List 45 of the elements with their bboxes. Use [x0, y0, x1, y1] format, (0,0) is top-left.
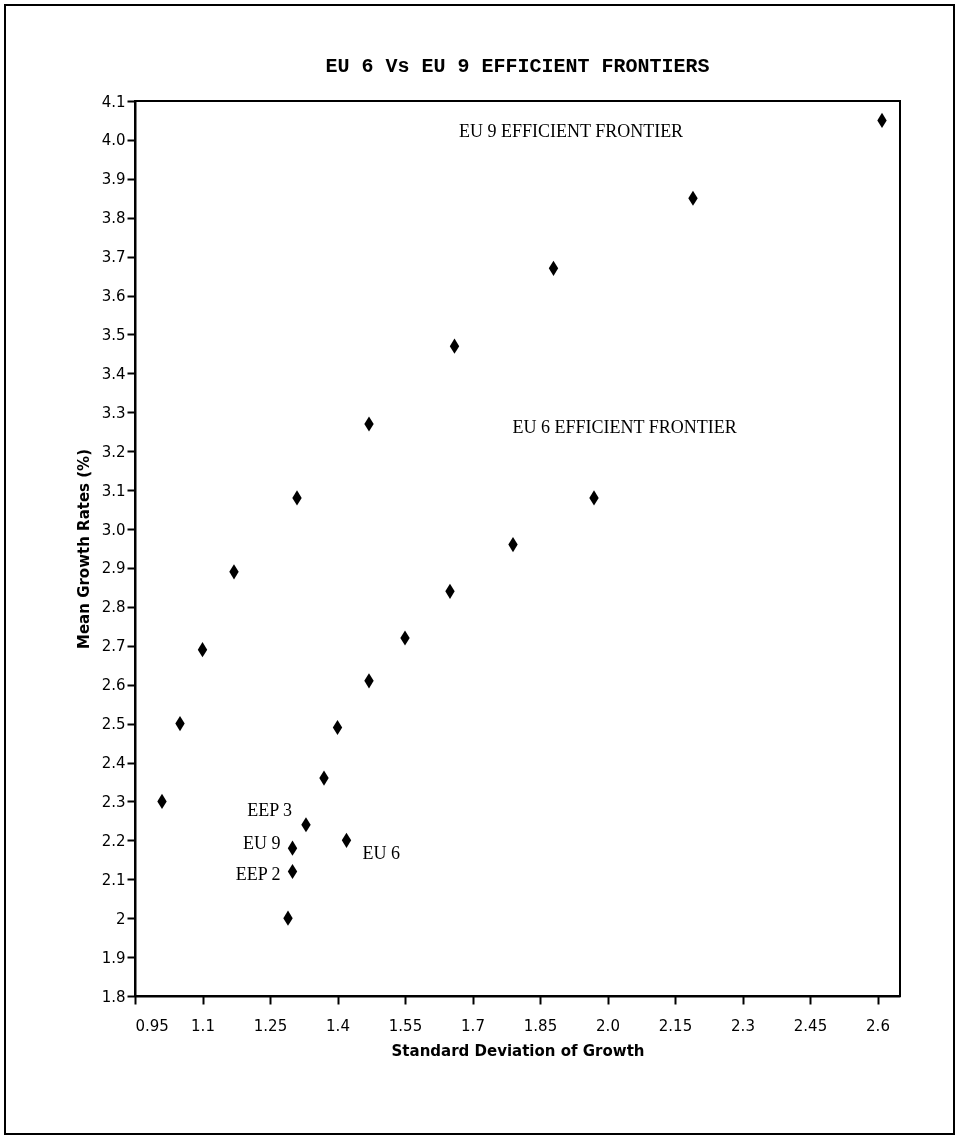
x-tick-label: 2.45	[793, 1016, 828, 1035]
y-tick-label: 3.5	[101, 325, 126, 344]
y-tick-label: 3.3	[101, 403, 126, 422]
y-tick-label: 2.5	[101, 715, 126, 734]
x-tick-label: 2.6	[866, 1016, 890, 1035]
y-tick-label: 3.1	[101, 481, 126, 500]
y-tick-label: 2.7	[101, 637, 126, 656]
x-tick-label: 1.7	[461, 1016, 485, 1035]
annotation: EU 6	[362, 843, 400, 864]
x-tick-label: 2.15	[658, 1016, 693, 1035]
y-tick-label: 3.7	[101, 248, 126, 267]
x-tick-label: 2.3	[731, 1016, 755, 1035]
y-tick-label: 2	[115, 909, 126, 928]
annotation: EU 9 EFFICIENT FRONTIER	[458, 121, 684, 142]
y-tick-label: 2.8	[101, 598, 126, 617]
y-tick-label: 3.9	[101, 170, 126, 189]
y-tick-label: 1.9	[101, 948, 126, 967]
y-tick-label: 2.9	[101, 559, 126, 578]
y-tick-label: 1.8	[101, 987, 126, 1006]
x-tick-label: 1.55	[388, 1016, 423, 1035]
annotation: EEP 2	[235, 864, 281, 885]
x-tick-label: 1.4	[326, 1016, 350, 1035]
y-tick-label: 3.8	[101, 209, 126, 228]
y-tick-label: 4.1	[101, 92, 126, 111]
y-tick-label: 2.1	[101, 870, 126, 889]
y-tick-label: 3.0	[101, 520, 126, 539]
y-axis-title: Mean Growth Rates (%)	[74, 449, 93, 649]
y-tick-label: 2.2	[101, 831, 126, 850]
y-tick-label: 2.4	[101, 754, 126, 773]
y-tick-label: 3.6	[101, 287, 126, 306]
x-axis-title: Standard Deviation of Growth	[391, 1041, 645, 1060]
x-tick-label: 1.1	[191, 1016, 215, 1035]
x-tick-label: 0.95	[135, 1016, 169, 1035]
chart-title: EU 6 Vs EU 9 EFFICIENT FRONTIERS	[325, 55, 710, 78]
annotation: EU 9	[243, 833, 281, 854]
y-tick-label: 2.3	[101, 792, 126, 811]
x-tick-label: 2.0	[596, 1016, 620, 1035]
y-tick-label: 3.2	[101, 442, 126, 461]
y-tick-label: 2.6	[101, 676, 126, 695]
annotation: EU 6 EFFICIENT FRONTIER	[512, 416, 737, 437]
annotation: EEP 3	[247, 799, 292, 820]
y-tick-label: 4.0	[101, 131, 126, 150]
x-tick-label: 1.25	[253, 1016, 288, 1035]
y-tick-label: 3.4	[101, 364, 126, 383]
x-tick-label: 1.85	[523, 1016, 558, 1035]
